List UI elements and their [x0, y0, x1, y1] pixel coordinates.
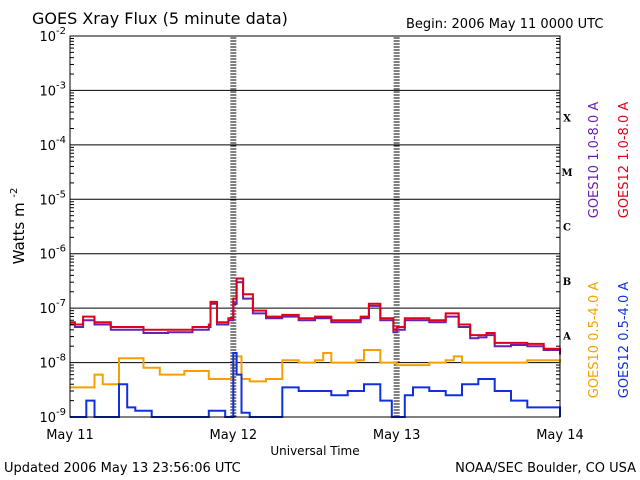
plot-frame [69, 35, 561, 418]
x-axis-label: Universal Time [270, 444, 359, 458]
y-axis-label-exponent: -2 [9, 188, 20, 198]
y-axis-label: Watts m [10, 202, 28, 264]
series-layer [70, 277, 561, 418]
y-tick-label: 10-5 [39, 189, 66, 208]
legend-entry: GOES12 1.0-8.0 A [617, 102, 632, 219]
series-line [70, 352, 561, 418]
series-line [70, 349, 561, 389]
updated-timestamp: Updated 2006 May 13 23:56:06 UTC [4, 461, 241, 476]
svg-text:Watts m -2: Watts m -2 [9, 188, 28, 265]
series-line [70, 277, 561, 353]
legend-entry: GOES10 1.0-8.0 A [587, 102, 602, 219]
flare-class-label: B [563, 277, 571, 288]
y-tick-label: 10-6 [39, 244, 66, 263]
legend-entry: GOES10 0.5-4.0 A [587, 282, 602, 399]
credit-text: NOAA/SEC Boulder, CO USA [455, 461, 636, 476]
series-line [70, 281, 561, 355]
y-tick-label: 10-7 [39, 298, 66, 317]
x-tick-label: May 13 [373, 428, 421, 443]
axis-layer: 10-9 10-8 10-7 10-6 10-5 10-4 10-3 10-2 May 11 Ma… [39, 26, 583, 443]
x-tick-label: May 11 [46, 428, 94, 443]
y-tick-label: 10-8 [39, 353, 66, 372]
legend-entry: GOES12 0.5-4.0 A [617, 282, 632, 399]
flare-class-label: X [563, 114, 571, 125]
flare-class-label: M [561, 168, 572, 179]
x-tick-label: May 14 [536, 428, 584, 443]
x-tick-label: May 12 [210, 428, 258, 443]
legend: GOES10 1.0-8.0 A GOES12 1.0-8.0 A GOES10 0… [587, 102, 632, 399]
chart-title: GOES Xray Flux (5 minute data) [32, 9, 288, 28]
grid-layer [70, 37, 560, 417]
y-tick-label: 10-9 [39, 407, 66, 426]
y-axis-title: Watts m -2 [9, 188, 28, 265]
y-tick-label: 10-2 [39, 26, 66, 45]
y-tick-label: 10-3 [39, 80, 66, 99]
flare-class-label: C [563, 223, 571, 234]
y-tick-label: 10-4 [39, 135, 66, 154]
flare-class-label: A [562, 331, 571, 342]
begin-label: Begin: 2006 May 11 0000 UTC [406, 17, 603, 32]
